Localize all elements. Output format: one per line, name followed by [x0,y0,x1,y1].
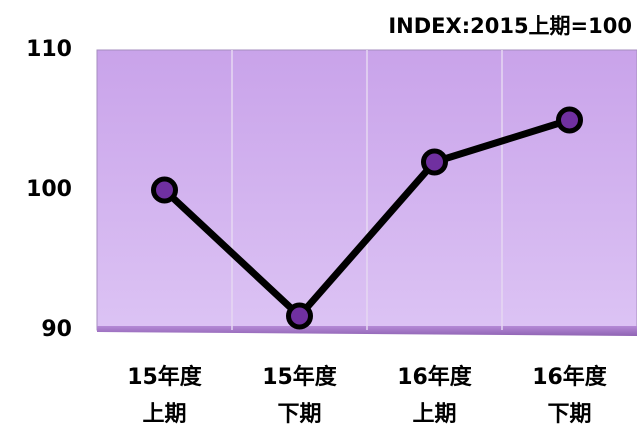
y-tick-label: 90 [41,317,72,342]
x-tick-label: 上期 [142,402,186,427]
y-tick-label: 100 [26,177,72,202]
y-tick-label: 110 [26,37,72,62]
subtitle: INDEX:2015上期=100 [388,14,632,38]
x-tick-label: 16年度 [397,364,473,390]
x-tick-label: 下期 [277,402,321,427]
x-tick-label: 16年度 [532,364,608,390]
x-tick-label: 15年度 [262,364,338,390]
marker [286,302,313,330]
x-tick-label: 下期 [547,402,591,427]
marker [421,148,448,176]
line-series [162,116,571,320]
x-tick-label: 上期 [412,402,456,427]
x-tick-label: 15年度 [127,364,203,390]
marker [556,106,583,134]
marker [151,176,178,204]
